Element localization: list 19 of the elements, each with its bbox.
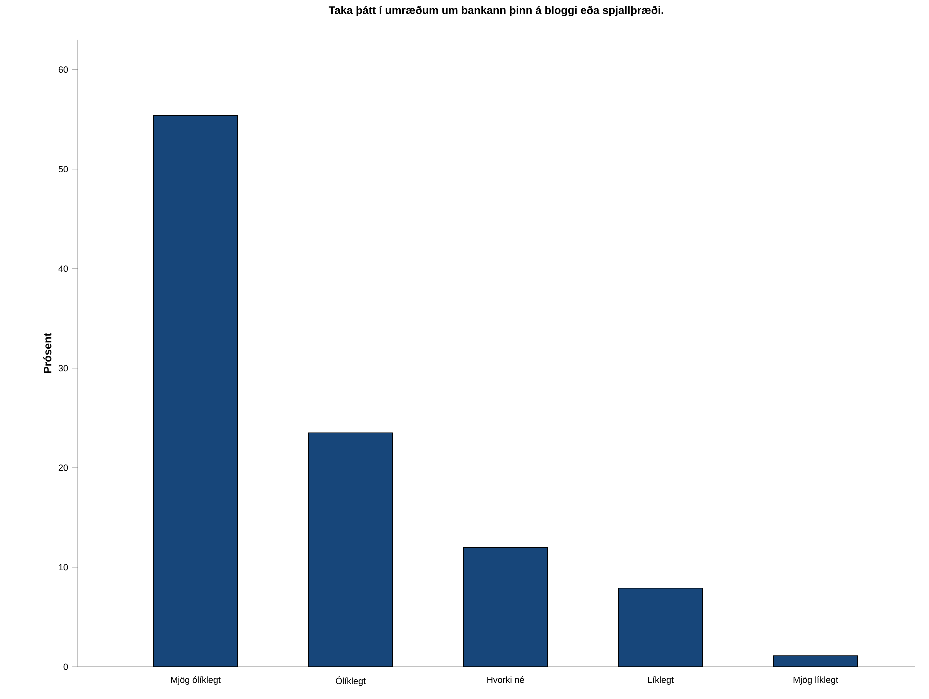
- y-tick-label: 50: [58, 166, 68, 173]
- y-tick-label: 30: [58, 365, 68, 372]
- bar: [153, 115, 238, 668]
- y-tick-label: 10: [59, 564, 68, 571]
- y-tick-label: 60: [58, 66, 68, 74]
- y-axis-title: Prósent: [44, 333, 52, 374]
- x-tick-label: Ólíklegt: [336, 676, 366, 686]
- bar: [308, 432, 394, 668]
- bar: [463, 547, 548, 668]
- y-tick-label: 0: [64, 664, 68, 670]
- x-tick-label: Hvorki né: [488, 676, 524, 684]
- bar: [773, 656, 858, 668]
- y-tick-label: 40: [58, 266, 68, 272]
- chart-title: Taka þátt í umræðum um bankann þinn á bloggi eða spjallþræði.: [328, 6, 664, 17]
- x-tick-label: Mjög líklegt: [794, 676, 838, 685]
- bar: [618, 588, 704, 668]
- x-tick-label: Mjög ólíklegt: [171, 676, 221, 685]
- y-tick-label: 20: [58, 464, 68, 472]
- x-tick-label: Líklegt: [648, 676, 674, 685]
